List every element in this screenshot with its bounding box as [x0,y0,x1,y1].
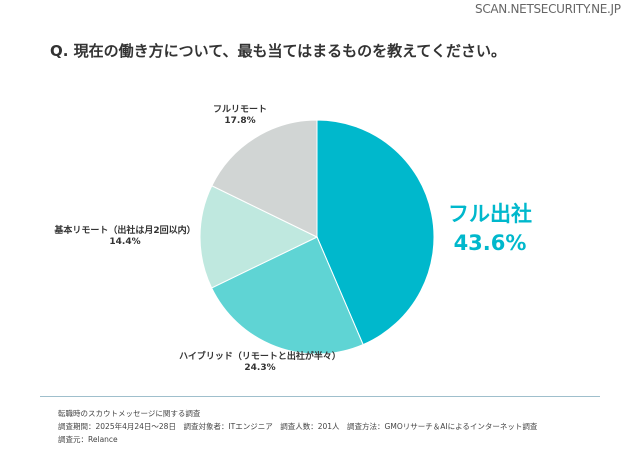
watermark: SCAN.NETSECURITY.NE.JP [475,2,621,16]
slice-label-2: 基本リモート（出社は月2回以内） 14.4% [54,226,196,247]
slice-label-3: フルリモート 17.8% [212,105,267,126]
pie-slice-2 [199,185,319,289]
chart-title: Q. 現在の働き方について、最も当てはまるものを教えてください。 [50,42,506,60]
footer-survey-details: 調査期間：2025年4月24日〜28日 調査対象者：ITエンジニア 調査人数：2… [58,422,538,431]
divider [40,396,600,397]
slice-label-0: フル出社 43.6% [448,202,532,255]
slice-label-1: ハイブリッド（リモートと出社が半々） 24.3% [179,352,341,373]
pie-slice-0 [316,119,435,346]
footer-survey-name: 転職時のスカウトメッセージに関する調査 [58,409,201,418]
pie-slice-3 [211,119,318,238]
footer-source: 調査元：Relance [58,435,118,444]
pie-slice-1 [210,236,364,355]
